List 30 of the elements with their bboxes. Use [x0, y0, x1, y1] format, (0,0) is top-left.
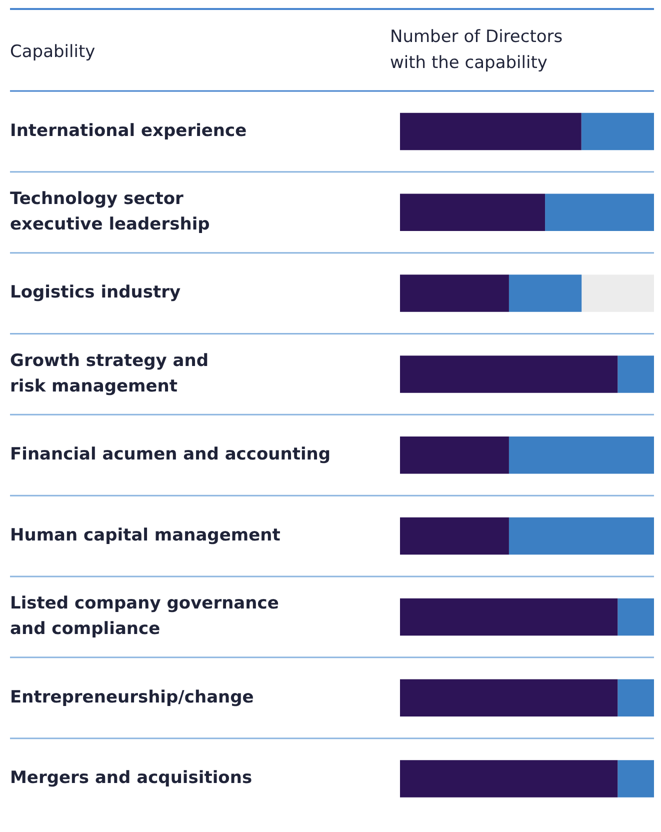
bar [508, 274, 582, 312]
y-tick-label: Human capital management [10, 525, 280, 546]
bar [508, 436, 654, 474]
bar [400, 679, 618, 716]
y-tick-label: Logistics industry [10, 282, 181, 303]
bar [581, 112, 654, 150]
y-tick-label: Financial acumen and accounting [10, 444, 331, 465]
bar [618, 356, 654, 393]
bar [400, 356, 618, 393]
y-tick-label: Mergers and acquisitions [10, 768, 252, 788]
bar [508, 517, 654, 555]
x-axis-title: Number of Directors with the capability [390, 26, 563, 75]
bar [400, 436, 509, 474]
y-tick-label: Listed company governance and compliance [10, 594, 279, 640]
bar [582, 274, 654, 312]
y-axis-title: Capability [10, 41, 96, 64]
y-tick-label: Technology sector executive leadership [10, 189, 210, 235]
bar [618, 679, 654, 716]
bar [618, 598, 654, 636]
bar [400, 760, 618, 798]
bar [400, 598, 618, 636]
y-tick-label: International experience [10, 120, 247, 141]
bar [400, 274, 509, 312]
y-tick-label: Entrepreneurship/change [10, 687, 254, 708]
y-tick-label: Growth strategy and risk management [10, 350, 209, 396]
bar [618, 760, 654, 798]
bar [400, 194, 546, 231]
bar [400, 112, 582, 150]
bar [545, 194, 654, 231]
bar [400, 517, 509, 555]
